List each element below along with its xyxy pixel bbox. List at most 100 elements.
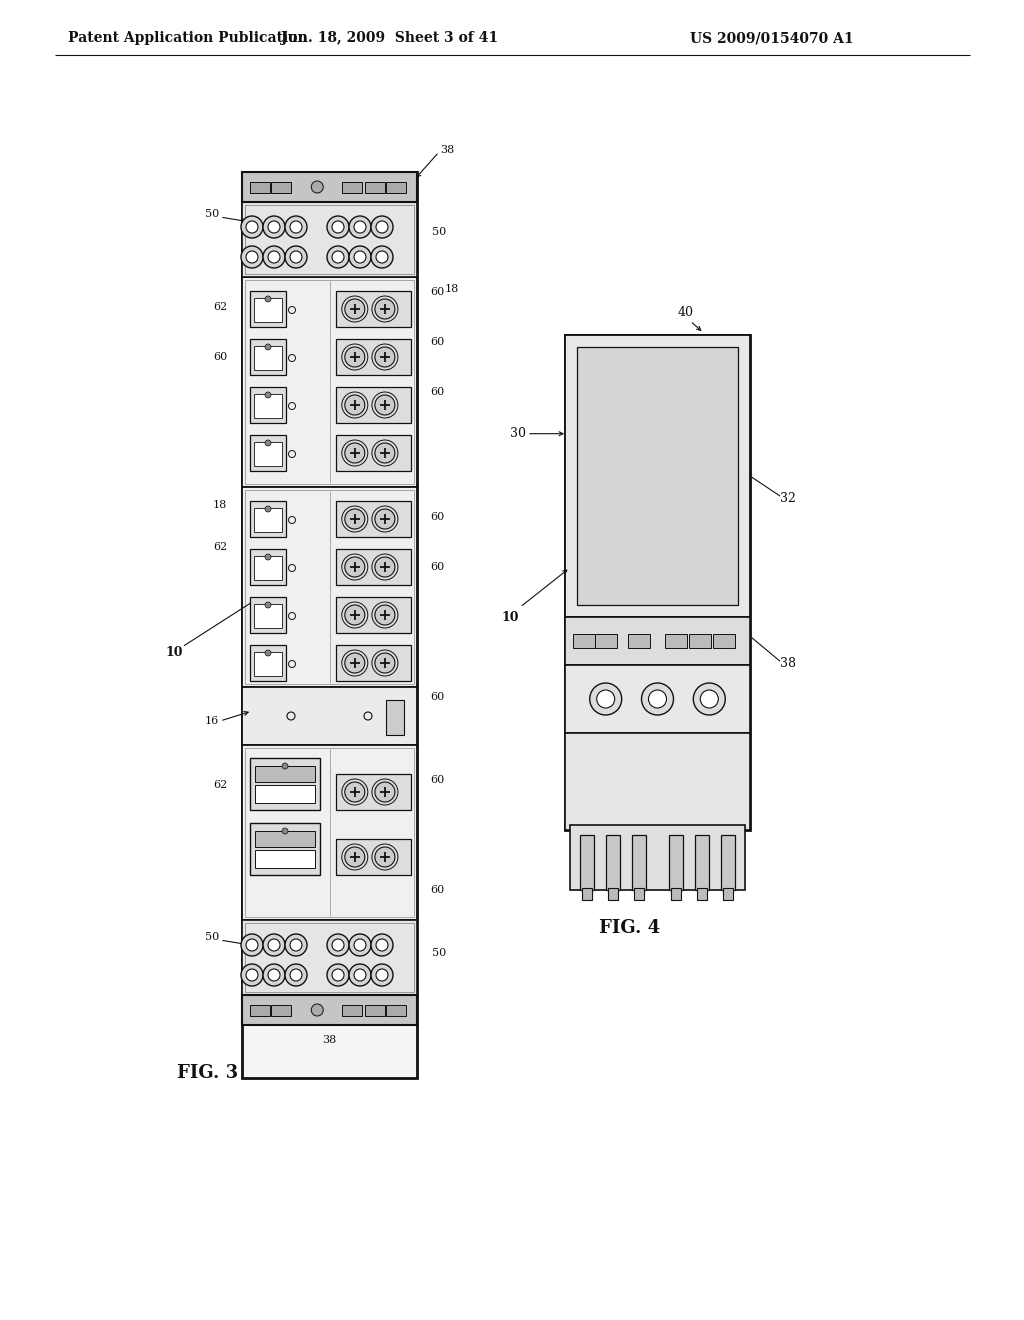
Bar <box>583 888 592 900</box>
Circle shape <box>375 395 395 414</box>
Bar <box>634 888 644 900</box>
Circle shape <box>282 763 288 770</box>
Text: 18: 18 <box>444 284 459 294</box>
Bar <box>336 549 412 585</box>
Bar <box>242 744 417 920</box>
Circle shape <box>597 690 614 708</box>
Bar <box>254 346 282 370</box>
Text: 60: 60 <box>430 286 444 297</box>
Circle shape <box>345 653 365 673</box>
Circle shape <box>648 690 667 708</box>
Bar <box>565 335 750 616</box>
Bar <box>255 832 315 847</box>
Circle shape <box>375 347 395 367</box>
Circle shape <box>375 300 395 319</box>
Text: 50: 50 <box>205 932 219 942</box>
Bar <box>336 774 412 810</box>
Text: 16: 16 <box>205 715 219 726</box>
Circle shape <box>375 605 395 624</box>
Text: 60: 60 <box>430 884 444 895</box>
Circle shape <box>345 444 365 463</box>
Text: 60: 60 <box>430 775 444 785</box>
Circle shape <box>263 935 285 956</box>
Circle shape <box>345 557 365 577</box>
Circle shape <box>268 969 280 981</box>
Bar <box>242 995 417 1026</box>
Text: 62: 62 <box>213 302 227 312</box>
Bar <box>608 888 618 900</box>
Circle shape <box>290 220 302 234</box>
Circle shape <box>268 220 280 234</box>
Text: 60: 60 <box>430 337 444 347</box>
Bar <box>697 888 707 900</box>
Bar <box>695 836 709 890</box>
Circle shape <box>265 602 271 609</box>
Bar <box>570 825 745 890</box>
Circle shape <box>290 969 302 981</box>
Bar <box>250 549 286 585</box>
Circle shape <box>345 395 365 414</box>
Bar <box>336 339 412 375</box>
Circle shape <box>693 682 725 715</box>
Circle shape <box>265 345 271 350</box>
Bar <box>336 290 412 327</box>
Text: 40: 40 <box>677 306 693 319</box>
Bar <box>270 181 291 193</box>
Circle shape <box>265 554 271 560</box>
Bar <box>671 888 681 900</box>
Circle shape <box>311 1005 324 1016</box>
Bar <box>250 339 286 375</box>
Text: 60: 60 <box>213 352 227 362</box>
Circle shape <box>371 216 393 238</box>
Bar <box>572 634 595 648</box>
Circle shape <box>349 216 371 238</box>
Bar <box>336 597 412 634</box>
Circle shape <box>246 969 258 981</box>
Circle shape <box>376 969 388 981</box>
Bar <box>245 923 414 993</box>
Circle shape <box>371 964 393 986</box>
Bar <box>336 645 412 681</box>
Bar <box>254 652 282 676</box>
Circle shape <box>354 251 366 263</box>
Bar <box>250 436 286 471</box>
Circle shape <box>241 964 263 986</box>
Text: 60: 60 <box>430 387 444 397</box>
Circle shape <box>332 939 344 950</box>
Bar <box>242 202 417 277</box>
Circle shape <box>285 216 307 238</box>
Bar <box>336 502 412 537</box>
Text: 36: 36 <box>646 467 669 484</box>
Circle shape <box>241 246 263 268</box>
Bar <box>254 605 282 628</box>
Circle shape <box>327 246 349 268</box>
Circle shape <box>349 935 371 956</box>
Bar <box>245 205 414 275</box>
Bar <box>577 347 738 605</box>
Bar <box>242 172 417 1078</box>
Circle shape <box>285 246 307 268</box>
Bar <box>255 785 315 803</box>
Circle shape <box>345 347 365 367</box>
Bar <box>250 645 286 681</box>
Circle shape <box>327 935 349 956</box>
Bar <box>565 616 750 665</box>
Circle shape <box>354 220 366 234</box>
Text: 60: 60 <box>430 562 444 572</box>
Circle shape <box>376 251 388 263</box>
Circle shape <box>590 682 622 715</box>
Bar <box>254 393 282 418</box>
Bar <box>250 1005 269 1015</box>
Bar <box>250 822 319 875</box>
Circle shape <box>700 690 718 708</box>
Circle shape <box>371 935 393 956</box>
Bar <box>245 748 414 917</box>
Bar <box>669 836 683 890</box>
Circle shape <box>354 939 366 950</box>
Circle shape <box>265 649 271 656</box>
Bar <box>565 733 750 830</box>
Circle shape <box>265 506 271 512</box>
Text: Patent Application Publication: Patent Application Publication <box>68 30 307 45</box>
Bar <box>242 172 417 202</box>
Bar <box>595 634 616 648</box>
